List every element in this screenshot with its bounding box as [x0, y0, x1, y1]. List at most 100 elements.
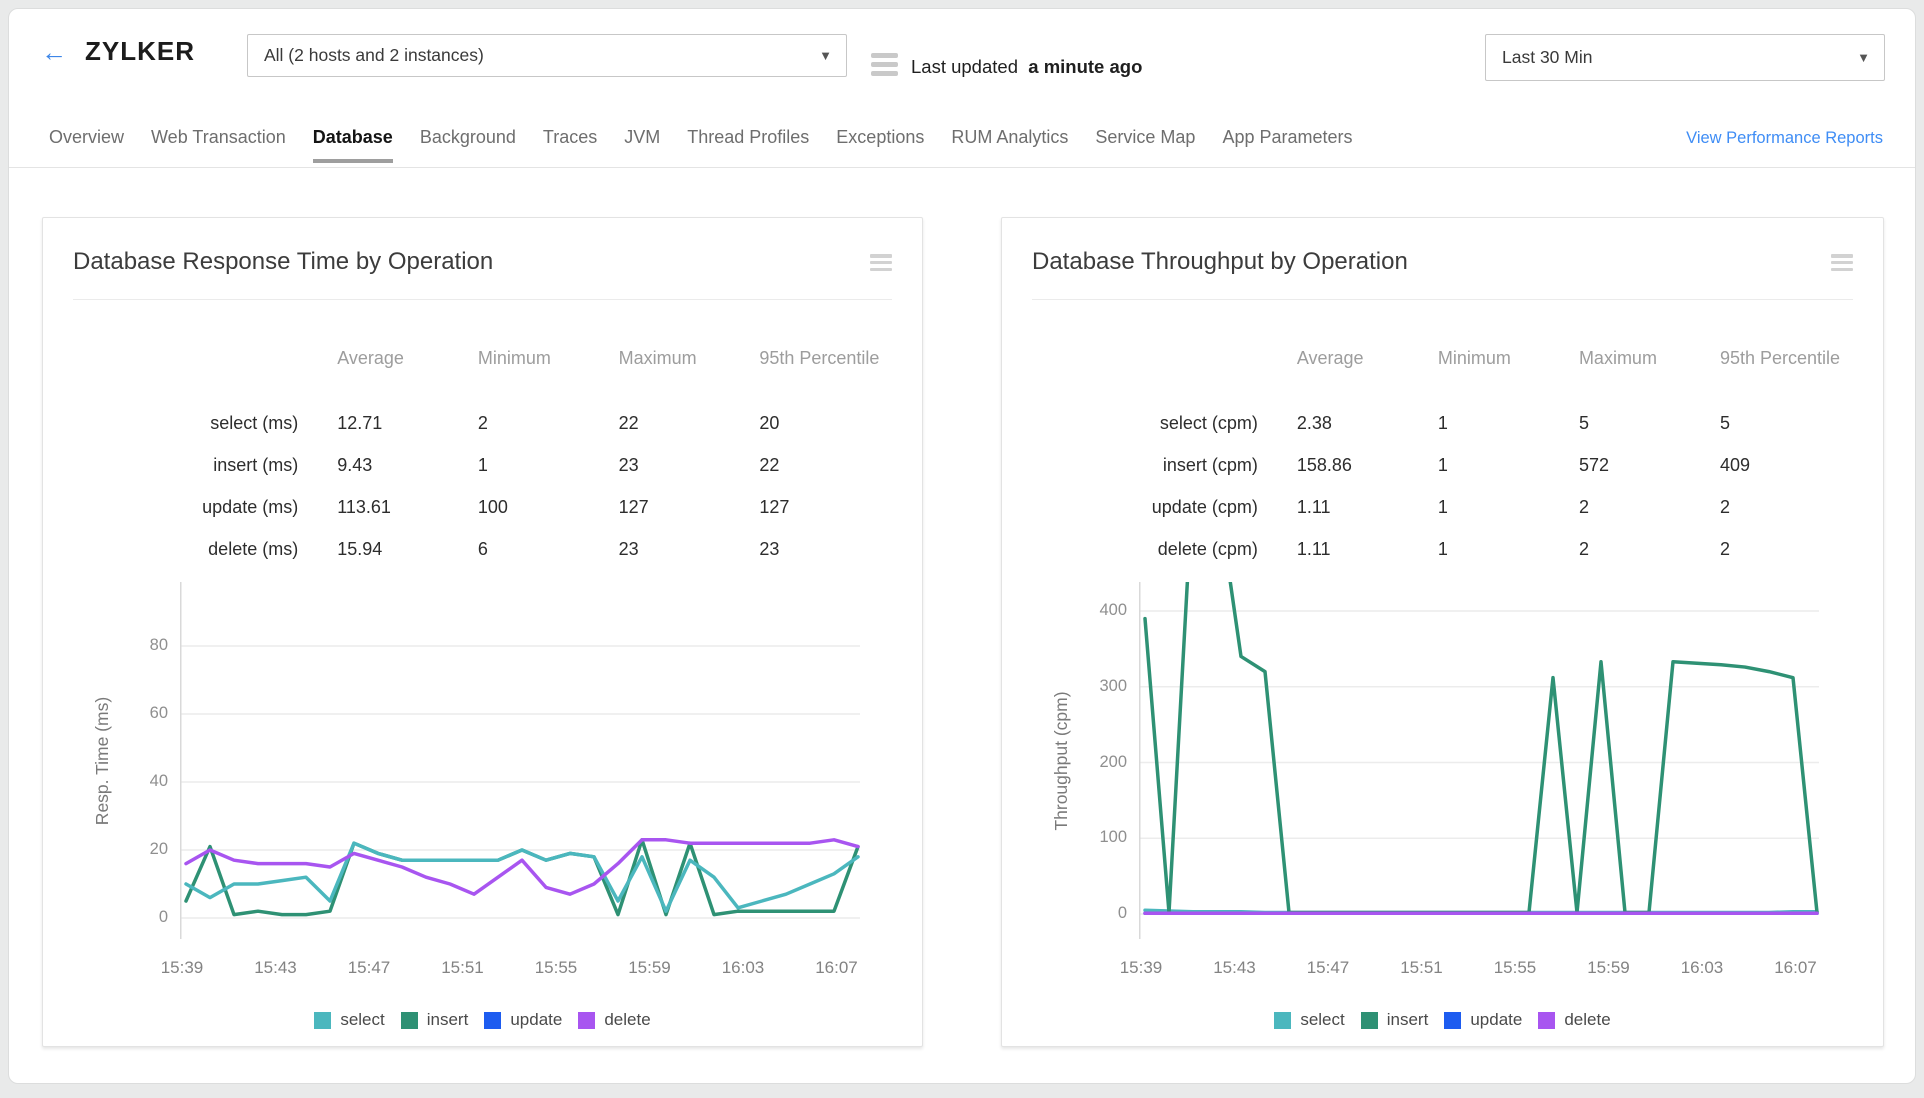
legend-item-delete[interactable]: delete — [578, 1010, 651, 1030]
legend-item-update[interactable]: update — [484, 1010, 562, 1030]
cell-value: 5 — [1578, 412, 1589, 433]
last-updated-value: a minute ago — [1028, 56, 1143, 77]
legend-swatch — [1538, 1011, 1556, 1029]
legend-item-select[interactable]: select — [1274, 1010, 1345, 1030]
cell-value: 409 — [1719, 454, 1751, 475]
y-tick-label: 40 — [149, 772, 168, 790]
x-tick-label: 15:43 — [1213, 958, 1256, 977]
table-row: insert (ms) 9.43 1 23 22 — [73, 444, 892, 486]
row-label: delete (ms) — [208, 538, 299, 559]
table-header-operation — [73, 316, 336, 402]
table-row: select (ms) 12.71 2 22 20 — [73, 402, 892, 444]
hamburger-menu-icon[interactable] — [871, 53, 898, 76]
view-performance-reports-link[interactable]: View Performance Reports — [1686, 129, 1883, 147]
legend-item-insert[interactable]: insert — [1360, 1010, 1429, 1030]
legend-label: insert — [426, 1010, 469, 1029]
tab-service-map[interactable]: Service Map — [1095, 127, 1196, 147]
legend-label: select — [1300, 1010, 1345, 1029]
cell-value: 23 — [759, 538, 780, 559]
card-title: Database Throughput by Operation — [1032, 248, 1408, 275]
cell-value: 6 — [477, 538, 488, 559]
legend-swatch — [314, 1011, 332, 1029]
chart-legend: select insert update delete — [43, 1010, 922, 1030]
cell-value: 2 — [1719, 538, 1730, 559]
legend-swatch — [578, 1011, 596, 1029]
last-updated-text: Last updated a minute ago — [911, 56, 1142, 78]
nav-tabs: Overview Web Transaction Database Backgroun… — [49, 127, 1885, 167]
cell-value: 9.43 — [337, 454, 373, 475]
legend-item-select[interactable]: select — [314, 1010, 385, 1030]
legend-item-delete[interactable]: delete — [1538, 1010, 1611, 1030]
x-tick-label: 16:03 — [721, 958, 765, 977]
y-tick-label: 300 — [1099, 676, 1127, 695]
time-range-value: Last 30 Min — [1502, 47, 1593, 67]
legend-swatch — [400, 1011, 418, 1029]
chevron-down-icon: ▼ — [1857, 49, 1870, 65]
x-tick-label: 15:59 — [1587, 958, 1630, 977]
table-row: delete (cpm) 1.11 1 2 2 — [1032, 528, 1853, 570]
host-filter-dropdown[interactable]: All (2 hosts and 2 instances) ▼ — [247, 34, 847, 77]
cell-value: 1 — [1437, 496, 1448, 517]
tab-exceptions[interactable]: Exceptions — [836, 127, 925, 147]
cell-value: 127 — [618, 496, 649, 517]
chevron-down-icon: ▼ — [819, 47, 832, 63]
x-tick-label: 16:03 — [1680, 958, 1724, 977]
cell-value: 2 — [1719, 496, 1730, 517]
legend-label: insert — [1386, 1010, 1429, 1029]
tab-rum-analytics[interactable]: RUM Analytics — [951, 127, 1069, 147]
cell-value: 22 — [759, 454, 780, 475]
cell-value: 2 — [477, 412, 488, 433]
tab-app-parameters[interactable]: App Parameters — [1222, 127, 1353, 147]
table-row: insert (cpm) 158.86 1 572 409 — [1032, 444, 1853, 486]
row-label: select (ms) — [210, 412, 299, 433]
table-header-operation — [1032, 316, 1296, 402]
tab-web-transaction[interactable]: Web Transaction — [151, 127, 286, 147]
x-tick-label: 15:51 — [1400, 958, 1443, 977]
legend-label: select — [340, 1010, 385, 1029]
tab-thread-profiles[interactable]: Thread Profiles — [687, 127, 810, 147]
table-row: update (cpm) 1.11 1 2 2 — [1032, 486, 1853, 528]
y-tick-label: 400 — [1099, 601, 1127, 619]
cell-value: 2 — [1578, 496, 1589, 517]
card-menu-icon[interactable] — [870, 254, 892, 271]
cell-value: 100 — [477, 496, 508, 517]
summary-table: Average Minimum Maximum 95th Percentile sele… — [73, 316, 892, 570]
cell-value: 5 — [1719, 412, 1730, 433]
back-arrow-icon[interactable]: ← — [41, 37, 67, 67]
legend-label: update — [1470, 1010, 1523, 1029]
legend-item-insert[interactable]: insert — [400, 1010, 469, 1030]
table-header-95th-percentile: 95th Percentile — [759, 348, 880, 369]
cell-value: 1 — [1437, 454, 1448, 475]
row-label: update (ms) — [202, 496, 299, 517]
card-divider — [73, 299, 892, 300]
card-title: Database Response Time by Operation — [73, 248, 494, 275]
x-tick-label: 15:51 — [441, 958, 484, 977]
tab-traces[interactable]: Traces — [542, 127, 598, 147]
cell-value: 23 — [618, 454, 639, 475]
tab-overview[interactable]: Overview — [49, 127, 125, 147]
cell-value: 15.94 — [337, 538, 383, 559]
cell-value: 1 — [1437, 538, 1448, 559]
cell-value: 2.38 — [1296, 412, 1332, 433]
cell-value: 22 — [618, 412, 639, 433]
row-label: delete (cpm) — [1157, 538, 1258, 559]
legend-label: update — [510, 1010, 563, 1029]
plot-area — [180, 582, 860, 939]
cell-value: 2 — [1578, 538, 1589, 559]
last-updated-prefix: Last updated — [911, 56, 1018, 77]
cell-value: 1 — [1437, 412, 1448, 433]
legend-label: delete — [1564, 1010, 1611, 1029]
tab-database[interactable]: Database — [312, 127, 393, 163]
cell-value: 1.11 — [1296, 496, 1331, 517]
tab-background[interactable]: Background — [419, 127, 516, 147]
time-range-dropdown[interactable]: Last 30 Min ▼ — [1485, 34, 1885, 81]
table-header-average: Average — [337, 348, 404, 369]
row-label: insert (ms) — [213, 454, 299, 475]
table-header-maximum: Maximum — [618, 348, 697, 369]
cell-value: 23 — [618, 538, 639, 559]
legend-swatch — [1274, 1011, 1292, 1029]
card-menu-icon[interactable] — [1831, 254, 1853, 271]
response-time-chart: Resp. Time (ms) 0 20 40 60 80 15:39 15:43 15:47… — [43, 582, 922, 1048]
legend-item-update[interactable]: update — [1444, 1010, 1522, 1030]
tab-jvm[interactable]: JVM — [624, 127, 661, 147]
